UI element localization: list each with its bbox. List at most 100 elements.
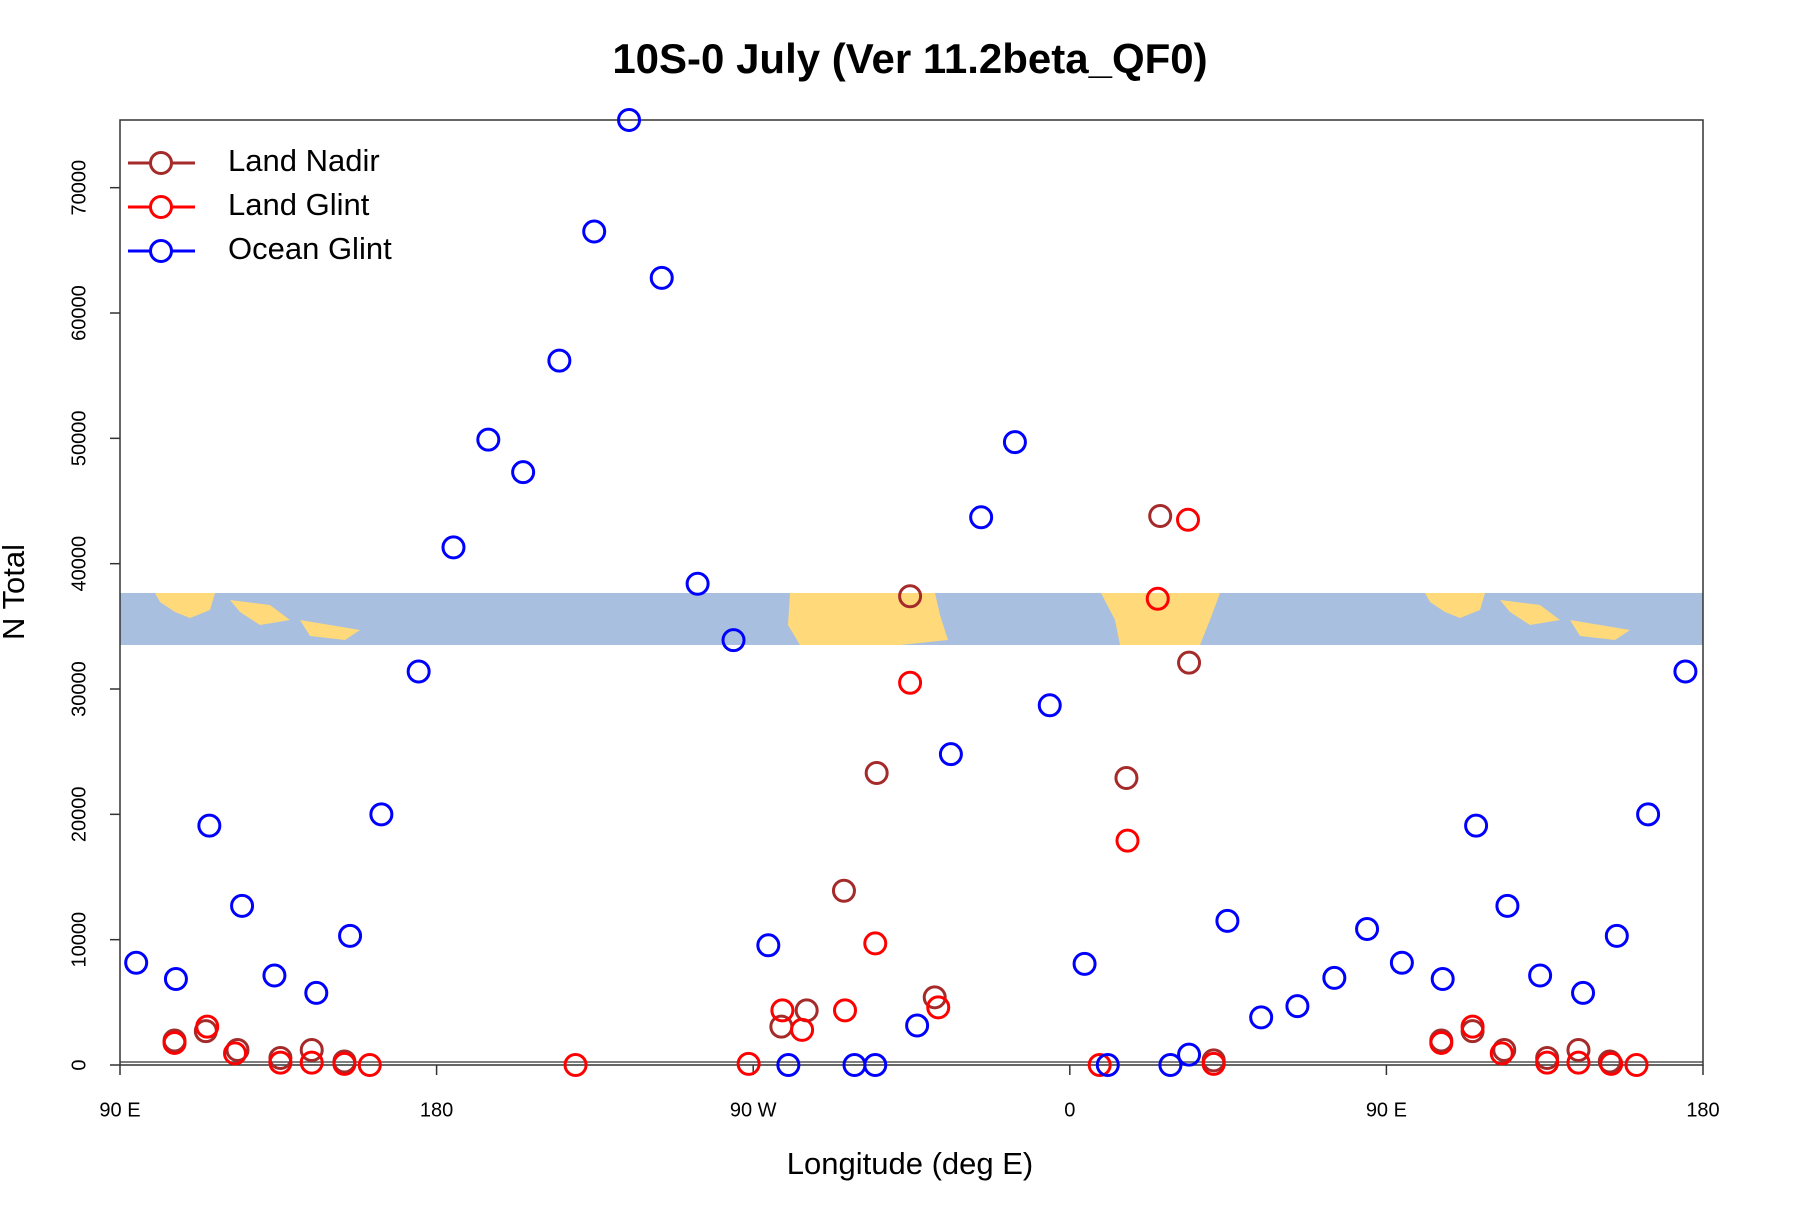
y-tick-label: 30000 [68,661,90,717]
point [756,933,781,958]
point [406,659,431,684]
x-tick-label: 90 W [730,1099,777,1121]
point [1177,1042,1202,1067]
point [1355,917,1380,942]
point [223,1041,248,1066]
chart-title: 10S-0 July (Ver 11.2beta_QF0) [612,35,1207,82]
point [338,923,363,948]
legend-label: Ocean Glint [228,231,392,266]
point [770,998,795,1023]
point [1495,893,1520,918]
point [736,1051,761,1076]
point [1037,693,1062,718]
y-tick-label: 10000 [68,912,90,968]
point [1489,1041,1514,1066]
x-tick-label: 0 [1064,1099,1075,1121]
point [1571,980,1596,1005]
point [163,967,188,992]
point [369,802,394,827]
map-land [1101,593,1220,645]
series [162,504,1622,1074]
point [268,1050,293,1075]
point [1599,1051,1624,1076]
y-tick-label: 40000 [68,536,90,592]
point [582,219,607,244]
point [922,985,947,1010]
point [563,1053,588,1077]
y-tick-label: 60000 [68,285,90,341]
y-axis-label: N Total [0,544,31,640]
point [1158,1053,1183,1077]
point [1566,1037,1591,1062]
point [617,108,642,132]
x-axis-label: Longitude (deg E) [787,1146,1033,1181]
point [1215,908,1240,933]
plot-frame [119,119,1704,1066]
x-tick-label: 90 E [99,1099,140,1121]
series [124,108,1698,1077]
point [230,893,255,918]
point [1604,923,1629,948]
y-tick-label: 20000 [68,787,90,843]
point [1460,1014,1485,1039]
point [476,427,501,452]
point [938,742,963,767]
point [1535,1050,1560,1075]
point [864,760,889,785]
point [1249,1005,1274,1030]
point [195,1014,220,1039]
point [1177,650,1202,675]
point [1636,802,1661,827]
legend-marker [149,151,173,175]
point [1429,1030,1454,1055]
point [685,571,710,596]
point [1072,951,1097,976]
point [1114,765,1139,790]
y-tick-label: 50000 [68,411,90,467]
point [649,265,674,290]
legend-label: Land Nadir [228,143,380,178]
x-tick-label: 90 E [1366,1099,1407,1121]
point [262,963,287,988]
point [1673,659,1698,684]
point [1389,950,1414,975]
point [1175,507,1200,532]
point [833,998,858,1023]
point [124,950,149,975]
point [831,878,856,903]
point [1464,813,1489,838]
map-land [155,593,360,640]
point [1148,504,1173,529]
point [1492,1037,1517,1062]
point [299,1037,324,1062]
point [1566,1050,1591,1075]
point [332,1051,357,1076]
map-land [1425,593,1630,640]
legend-label: Land Glint [228,187,370,222]
series [162,507,1649,1077]
point [1285,994,1310,1019]
map-band [120,593,1703,645]
point [790,1017,815,1042]
point [1201,1051,1226,1076]
legend-marker [149,195,173,219]
x-tick-label: 180 [420,1099,453,1121]
point [1002,430,1027,455]
y-tick-label: 70000 [68,160,90,216]
point [511,460,536,485]
point [304,980,329,1005]
point [926,995,951,1020]
point [1095,1053,1120,1077]
point [776,1053,801,1077]
legend-marker [149,239,173,263]
y-tick-label: 0 [68,1059,90,1070]
point [197,813,222,838]
point [1430,967,1455,992]
point [863,1053,888,1077]
point [1145,586,1170,611]
point [863,931,888,956]
point [357,1053,382,1077]
point [1115,828,1140,853]
point [1087,1053,1112,1077]
